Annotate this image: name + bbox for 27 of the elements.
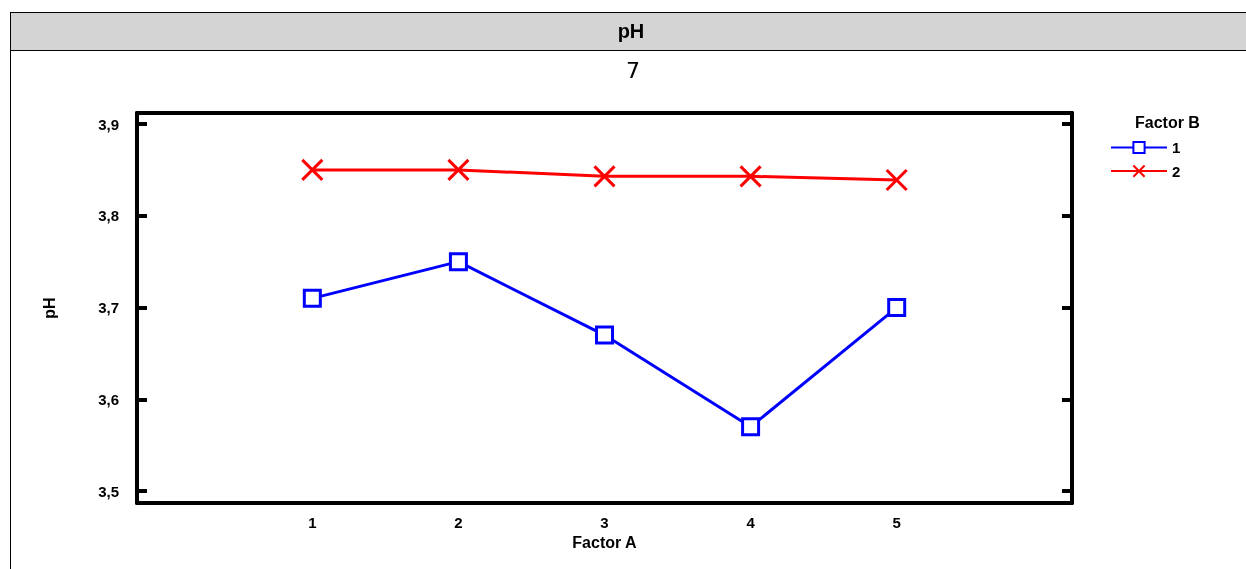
point	[448, 252, 468, 272]
point	[593, 164, 616, 188]
point	[302, 288, 322, 308]
chart-subtitle: 7	[625, 58, 641, 83]
legend-label: 1	[1172, 139, 1181, 156]
x-tick-label: 5	[892, 514, 901, 531]
point	[887, 298, 907, 318]
y-tick-label: 3,5	[98, 482, 119, 500]
legend-title: Factor B	[1135, 113, 1200, 131]
point	[885, 168, 909, 192]
x-tick-label: 4	[746, 514, 756, 531]
x-tick-label: 3	[600, 514, 609, 531]
chart-title: pH	[10, 12, 1246, 51]
point	[595, 325, 614, 345]
y-tick-label: 3,8	[98, 207, 119, 225]
x-tick-label: 1	[308, 514, 317, 531]
point	[300, 158, 324, 182]
x-tick-label: 2	[454, 514, 463, 531]
point	[741, 417, 761, 437]
point	[739, 164, 763, 188]
point	[446, 158, 470, 182]
y-tick-label: 3,7	[98, 299, 119, 317]
x-axis-title: Factor A	[572, 534, 638, 552]
y-tick-label: 3,9	[98, 115, 119, 133]
legend-label: 2	[1172, 162, 1181, 180]
y-tick-label: 3,6	[98, 390, 119, 408]
y-axis-title: pH	[40, 297, 58, 319]
